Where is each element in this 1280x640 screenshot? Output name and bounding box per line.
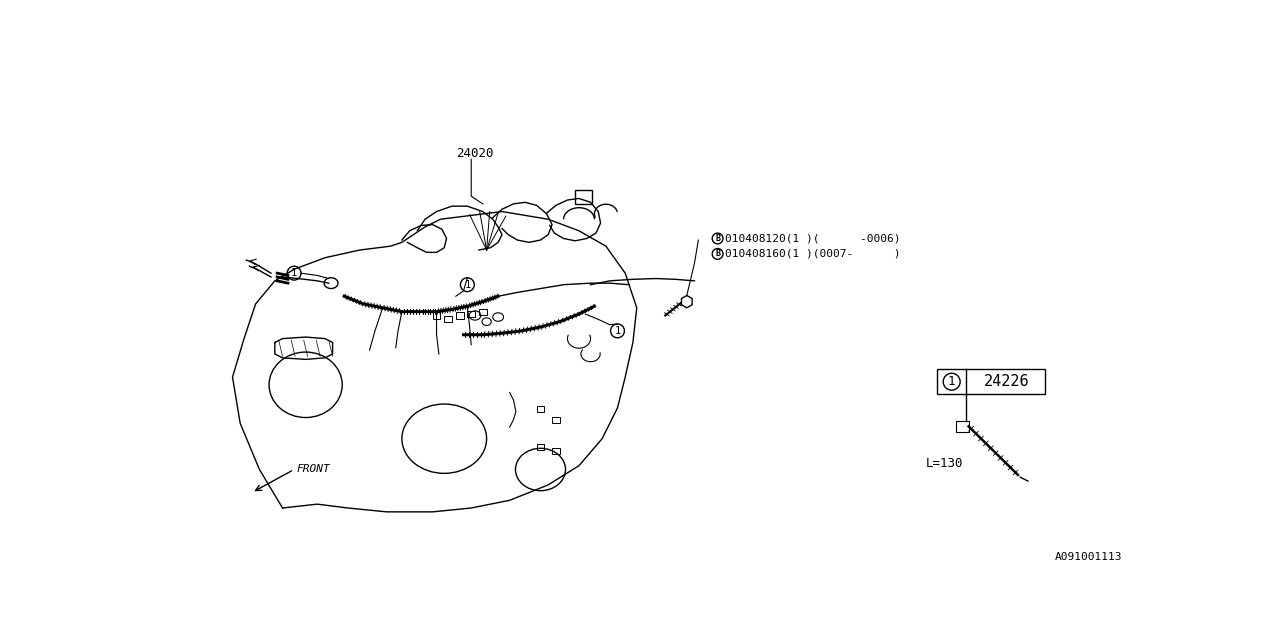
Text: A091001113: A091001113	[1055, 552, 1121, 562]
Bar	[479, 308, 486, 315]
Bar	[467, 311, 475, 317]
Bar	[433, 312, 440, 319]
Text: L=130: L=130	[925, 457, 963, 470]
Bar	[536, 444, 544, 451]
Bar	[937, 369, 1044, 394]
Text: B: B	[716, 250, 721, 259]
Bar	[552, 448, 559, 454]
Text: 1: 1	[948, 375, 955, 388]
Bar	[552, 417, 559, 423]
Bar	[536, 406, 544, 412]
Text: FRONT: FRONT	[297, 465, 330, 474]
Text: 010408120(1 )(      -0006): 010408120(1 )( -0006)	[726, 234, 901, 243]
Text: 1: 1	[614, 326, 621, 336]
Bar	[456, 312, 463, 319]
Text: B: B	[716, 234, 721, 243]
Text: 1: 1	[465, 280, 471, 290]
Bar	[956, 421, 969, 432]
Text: 1: 1	[291, 268, 297, 278]
Bar	[444, 316, 452, 323]
Text: 24226: 24226	[983, 374, 1029, 389]
Text: 24020: 24020	[456, 147, 493, 160]
Bar	[575, 190, 593, 204]
Text: 010408160(1 )(0007-      ): 010408160(1 )(0007- )	[726, 249, 901, 259]
